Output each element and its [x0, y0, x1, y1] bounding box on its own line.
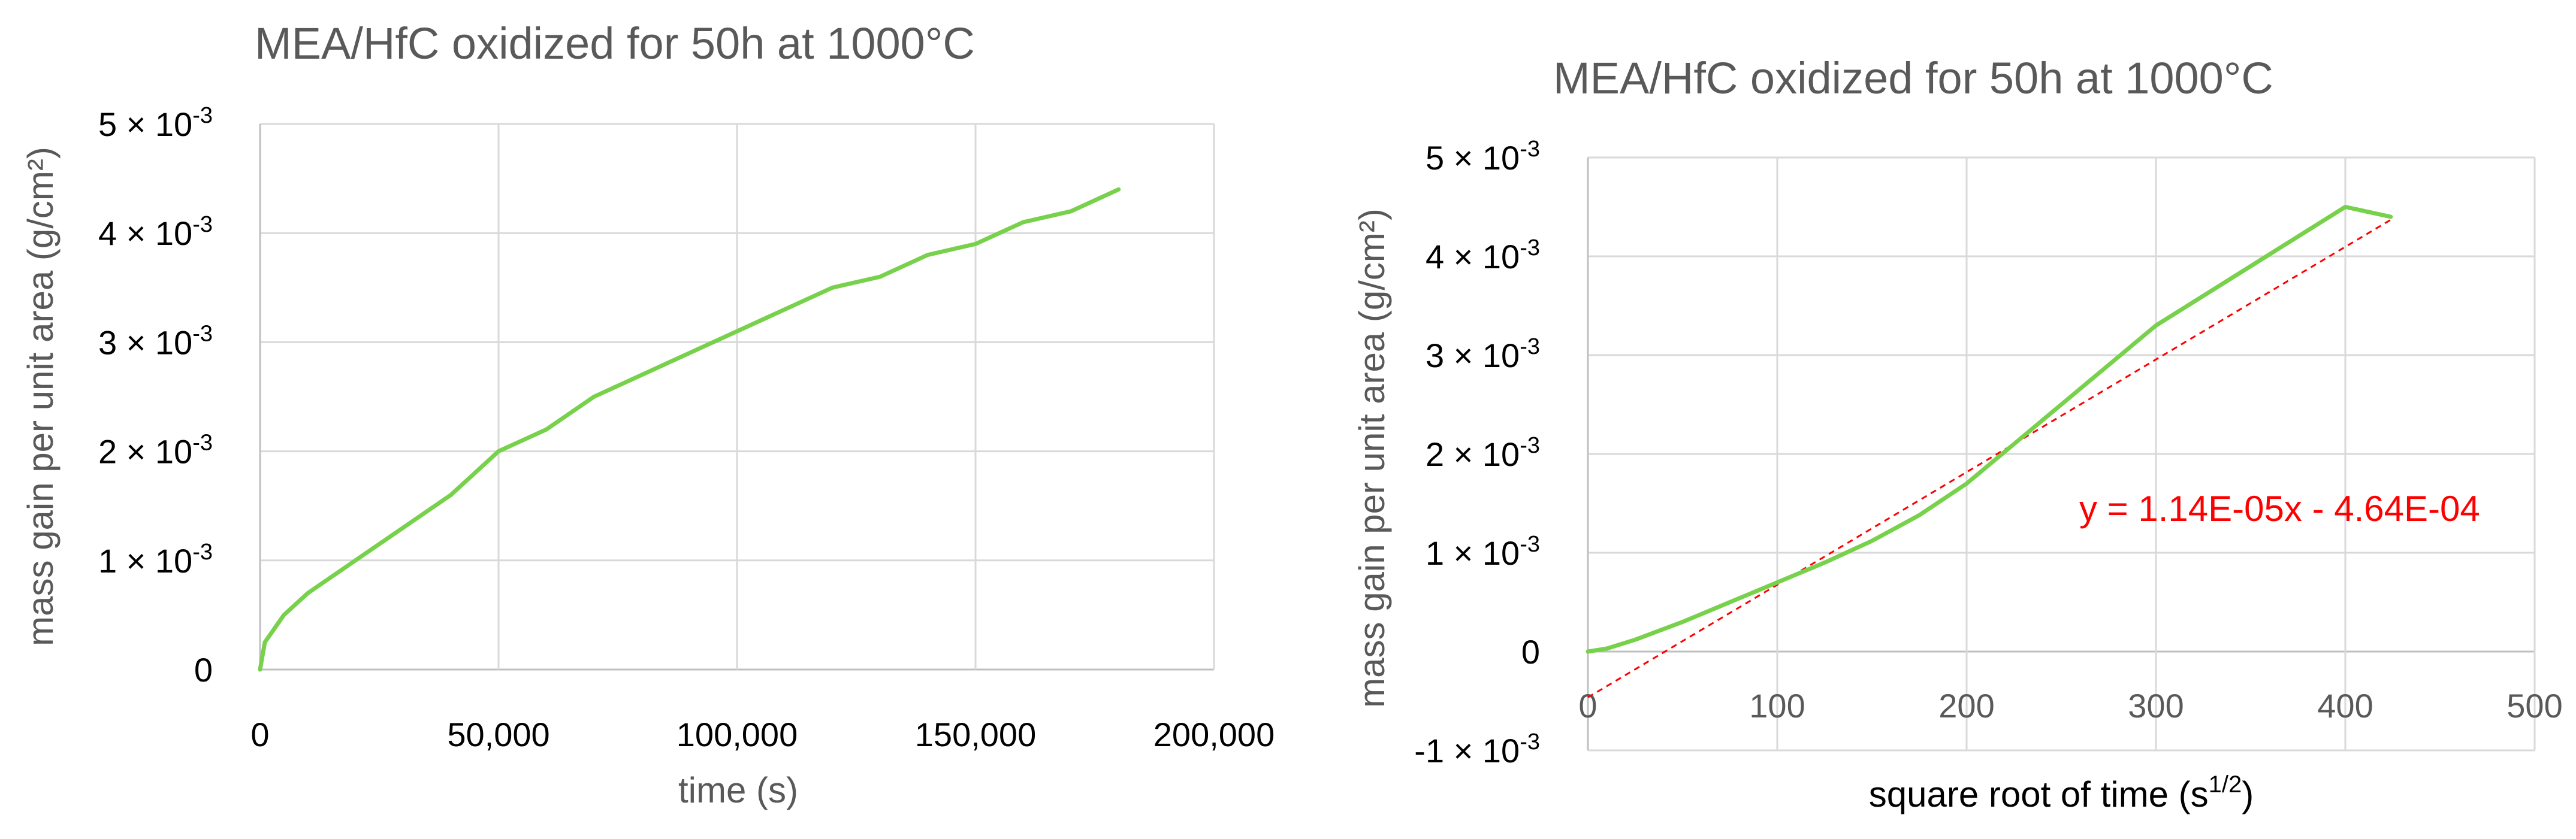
y-tick-label: -1 × 10-3	[1414, 729, 1540, 770]
right-chart-y-axis-title: mass gain per unit area (g/cm²)	[1352, 208, 1392, 708]
linear-trendline	[1587, 219, 2391, 698]
left-chart-series	[258, 187, 1121, 672]
y-tick-label: 3 × 10-3	[1426, 334, 1540, 374]
x-tick-label: 0	[1578, 687, 1597, 725]
left-chart-y-ticks: 0 1 × 10-3 2 × 10-3 3 × 10-3 4 × 10-3 5 × 10-…	[98, 103, 213, 689]
y-tick-label: 4 × 10-3	[98, 212, 213, 252]
y-tick-label: 3 × 10-3	[98, 321, 213, 361]
right-chart-x-ticks: 0 100 200 300 400 500	[1578, 687, 2562, 725]
x-tick-label: 200,000	[1153, 716, 1275, 753]
data-series-line	[1586, 205, 2393, 654]
left-chart: MEA/HfC oxidized for 50h at 1000°C 0 1 × …	[20, 19, 1275, 810]
right-chart-trendline	[1587, 219, 2391, 698]
x-tick-label: 500	[2506, 687, 2562, 725]
x-axis-title-end: )	[2242, 774, 2254, 814]
left-chart-grid	[259, 123, 1215, 671]
y-tick-label: 4 × 10-3	[1426, 235, 1540, 275]
x-tick-label: 50,000	[447, 716, 549, 753]
left-chart-title: MEA/HfC oxidized for 50h at 1000°C	[255, 19, 975, 68]
y-tick-label: 2 × 10-3	[1426, 433, 1540, 473]
x-tick-label: 400	[2317, 687, 2373, 725]
data-series-line	[258, 187, 1121, 672]
y-tick-label: 5 × 10-3	[98, 103, 213, 143]
trendline-equation: y = 1.14E-05x - 4.64E-04	[2079, 489, 2480, 529]
x-tick-label: 200	[1938, 687, 1994, 725]
right-chart-grid	[1587, 156, 2536, 752]
x-axis-title-main: square root of time (s	[1869, 774, 2209, 814]
y-tick-label: 5 × 10-3	[1426, 137, 1540, 177]
x-tick-label: 0	[250, 716, 269, 753]
y-tick-label: 0	[1521, 633, 1540, 671]
left-chart-x-axis-title: time (s)	[678, 770, 798, 810]
y-tick-label: 1 × 10-3	[98, 540, 213, 580]
right-chart: MEA/HfC oxidized for 50h at 1000°C -1 × …	[1352, 53, 2563, 814]
x-axis-title-superscript: 1/2	[2209, 771, 2242, 798]
x-tick-label: 100,000	[677, 716, 798, 753]
x-tick-label: 300	[2128, 687, 2184, 725]
y-tick-label: 2 × 10-3	[98, 431, 213, 471]
right-chart-series	[1586, 205, 2393, 654]
left-chart-y-axis-title: mass gain per unit area (g/cm²)	[20, 147, 61, 646]
x-tick-label: 150,000	[915, 716, 1036, 753]
right-chart-title: MEA/HfC oxidized for 50h at 1000°C	[1553, 53, 2273, 103]
y-tick-label: 1 × 10-3	[1426, 532, 1540, 572]
y-tick-label: 0	[194, 651, 213, 689]
left-chart-x-ticks: 0 50,000 100,000 150,000 200,000	[250, 716, 1275, 753]
right-chart-x-axis-title: square root of time (s1/2)	[1869, 771, 2254, 814]
right-chart-y-ticks: -1 × 10-3 0 1 × 10-3 2 × 10-3 3 × 10-3 4 × 10…	[1414, 137, 1540, 770]
x-tick-label: 100	[1749, 687, 1805, 725]
